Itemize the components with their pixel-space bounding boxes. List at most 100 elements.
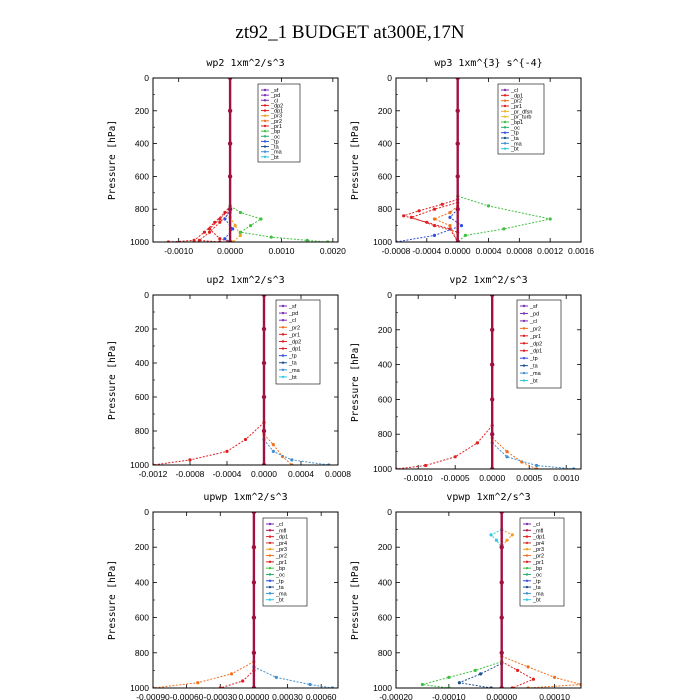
data-point	[223, 237, 227, 241]
legend-label: _pr1	[532, 560, 544, 566]
x-tick-label: 0.0008	[506, 246, 532, 256]
legend-label: _ma	[275, 591, 288, 597]
series-line	[153, 661, 255, 688]
data-point	[409, 215, 413, 219]
data-point	[440, 202, 444, 206]
data-point	[261, 295, 267, 298]
data-point	[505, 450, 509, 454]
y-tick-label: 1000	[373, 464, 392, 474]
y-tick-label: 200	[378, 325, 392, 335]
x-tick-label: -0.00020	[379, 692, 413, 700]
data-point	[238, 233, 242, 237]
legend-label: _tp	[275, 579, 284, 585]
series-line	[457, 195, 551, 242]
legend-marker	[503, 147, 507, 150]
x-tick-label: 0.0020	[320, 246, 346, 256]
data-point	[490, 432, 495, 437]
legend-marker	[263, 88, 267, 92]
y-tick-label: 200	[378, 542, 392, 552]
legend-label: _dp1	[510, 93, 523, 99]
data-point	[490, 397, 495, 402]
legend-label: _pd	[529, 311, 539, 317]
y-tick-label: 1000	[373, 683, 392, 693]
data-point	[218, 220, 222, 224]
series-line	[433, 205, 459, 242]
legend-marker	[263, 114, 267, 117]
legend-marker	[503, 94, 507, 97]
panel-title: upwp 1xm^2/s^3	[203, 492, 287, 503]
legend-label: _bt	[270, 155, 279, 161]
y-tick-label: 0	[387, 507, 392, 517]
data-point	[463, 233, 467, 237]
data-point	[308, 682, 312, 687]
series-line	[229, 205, 328, 242]
y-tick-label: 1000	[130, 460, 149, 470]
legend-label: _cl	[288, 318, 296, 324]
data-point	[499, 580, 504, 585]
legend-marker	[268, 554, 272, 557]
x-tick-label: -0.0004	[412, 246, 441, 256]
legend-marker	[268, 592, 272, 595]
series-line	[263, 439, 329, 465]
panel-title: up2 1xm^2/s^3	[206, 275, 284, 286]
panel-title: vpwp 1xm^2/s^3	[446, 492, 530, 503]
data-point	[453, 455, 457, 459]
legend-label: _oc	[275, 572, 285, 578]
legend-marker	[525, 535, 529, 538]
legend-label: _cl	[532, 522, 540, 528]
data-point	[225, 449, 229, 453]
y-tick-label: 800	[135, 426, 149, 436]
legend-label: _pr_turb	[510, 115, 532, 121]
legend-label: _pd	[288, 311, 298, 317]
data-point	[494, 538, 498, 542]
legend-marker	[263, 140, 267, 143]
data-point	[432, 217, 437, 221]
legend-marker	[525, 585, 529, 589]
y-tick-label: 1000	[373, 237, 392, 247]
data-point	[227, 174, 233, 179]
y-axis-label: Pressure [hPa]	[107, 340, 118, 420]
data-point	[420, 682, 424, 687]
legend-marker	[268, 566, 272, 570]
legend-marker	[503, 120, 507, 124]
legend-marker	[281, 326, 285, 329]
legend-marker	[281, 333, 285, 336]
legend-label: _ta	[270, 145, 280, 151]
series-line	[491, 437, 537, 469]
legend-label: _cl	[275, 522, 283, 528]
legend-label: _ta	[529, 364, 539, 370]
data-point	[499, 685, 504, 688]
y-tick-label: 400	[135, 577, 149, 587]
data-point	[457, 681, 461, 685]
data-point	[192, 238, 196, 242]
panel-title: vp2 1xm^2/s^3	[449, 275, 527, 286]
x-tick-label: -0.00060	[170, 692, 204, 700]
legend-label: _pr2	[532, 554, 544, 560]
legend-label: _bt	[275, 598, 284, 604]
y-tick-label: 400	[378, 139, 392, 149]
x-tick-label: -0.00090	[136, 692, 170, 700]
y-axis-label: Pressure [hPa]	[107, 120, 118, 200]
legend-label: _ma	[532, 591, 545, 597]
legend-label: _pr3	[532, 547, 544, 553]
x-tick-label: 0.00030	[272, 692, 303, 700]
y-tick-label: 200	[135, 106, 149, 116]
data-point	[424, 463, 428, 468]
legend-label: _pr3	[270, 114, 282, 120]
legend-marker	[268, 585, 272, 589]
data-point	[455, 108, 460, 114]
y-tick-label: 800	[135, 204, 149, 214]
legend-label: _tp	[288, 354, 297, 360]
x-tick-label: 0.0016	[568, 246, 594, 256]
axes-frame	[152, 294, 339, 466]
data-point	[490, 466, 495, 469]
legend-label: _ma	[288, 368, 301, 374]
data-point	[251, 545, 257, 550]
legend-label: _dp1	[529, 349, 542, 355]
y-tick-label: 600	[378, 613, 392, 623]
x-tick-label: 0.0000	[445, 246, 471, 256]
legend-marker	[503, 136, 507, 140]
y-axis-label: Pressure [hPa]	[350, 120, 361, 200]
legend-marker	[281, 311, 285, 315]
legend-marker	[281, 368, 285, 372]
